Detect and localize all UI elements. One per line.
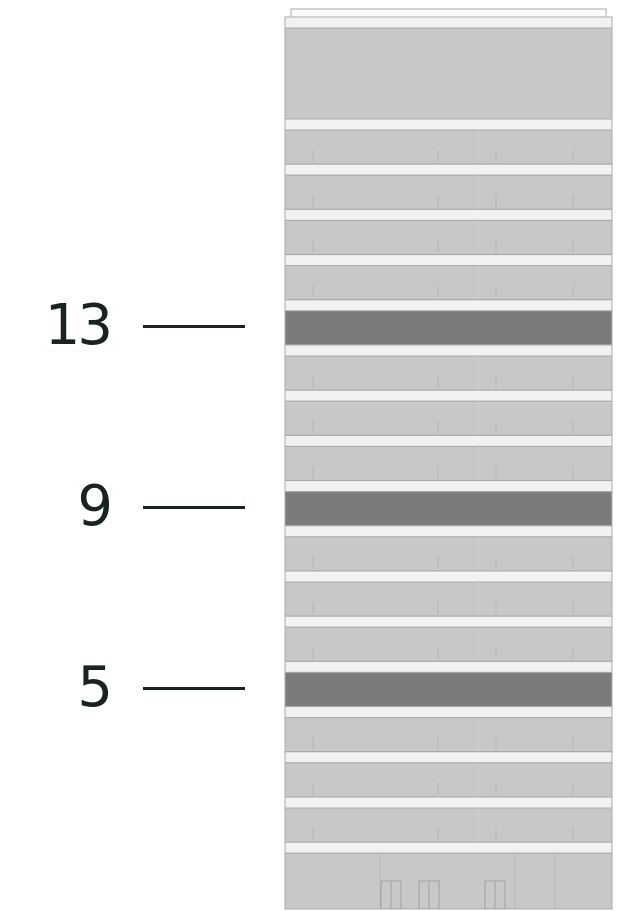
floor-slab-10 (284, 434, 613, 447)
floor-7 (284, 581, 613, 617)
roof-slab (284, 16, 613, 29)
floor-slab-14 (284, 254, 613, 267)
floor-12 (284, 355, 613, 391)
floor-slab-13 (284, 299, 613, 312)
floor-slab-15 (284, 208, 613, 221)
floor-10 (284, 445, 613, 481)
floor-slab-16 (284, 163, 613, 176)
rooftop-block (284, 27, 613, 120)
floor-slab-4 (284, 706, 613, 719)
floor-5-leader-line (143, 687, 245, 690)
floor-slab-3 (284, 751, 613, 764)
floor-3 (284, 762, 613, 798)
floor-label-5[interactable]: 5 (77, 655, 113, 720)
floor-16 (284, 174, 613, 210)
floor-14 (284, 265, 613, 301)
floor-slab-11 (284, 389, 613, 402)
floor-slab-6 (284, 615, 613, 628)
floor-8 (284, 536, 613, 572)
floor-label-13[interactable]: 13 (44, 293, 113, 358)
floor-4 (284, 717, 613, 753)
floor-2 (284, 807, 613, 843)
floor-slab-2 (284, 796, 613, 809)
floor-label-9[interactable]: 9 (77, 474, 113, 539)
floor-17 (284, 129, 613, 165)
floor-slab-7 (284, 570, 613, 583)
floor-9-highlighted (284, 491, 613, 527)
floor-11 (284, 400, 613, 436)
floor-slab-1 (284, 841, 613, 854)
floor-slab-8 (284, 525, 613, 538)
ground-floor-lobby (284, 852, 613, 910)
floor-5-highlighted (284, 671, 613, 707)
floor-slab-9 (284, 480, 613, 493)
floor-slab-17 (284, 118, 613, 131)
floor-13-leader-line (143, 325, 245, 328)
floor-13-highlighted (284, 310, 613, 346)
floor-15 (284, 219, 613, 255)
floor-slab-12 (284, 344, 613, 357)
roof-parapet (290, 8, 607, 18)
floor-9-leader-line (143, 506, 245, 509)
floor-6 (284, 626, 613, 662)
floor-slab-5 (284, 660, 613, 673)
